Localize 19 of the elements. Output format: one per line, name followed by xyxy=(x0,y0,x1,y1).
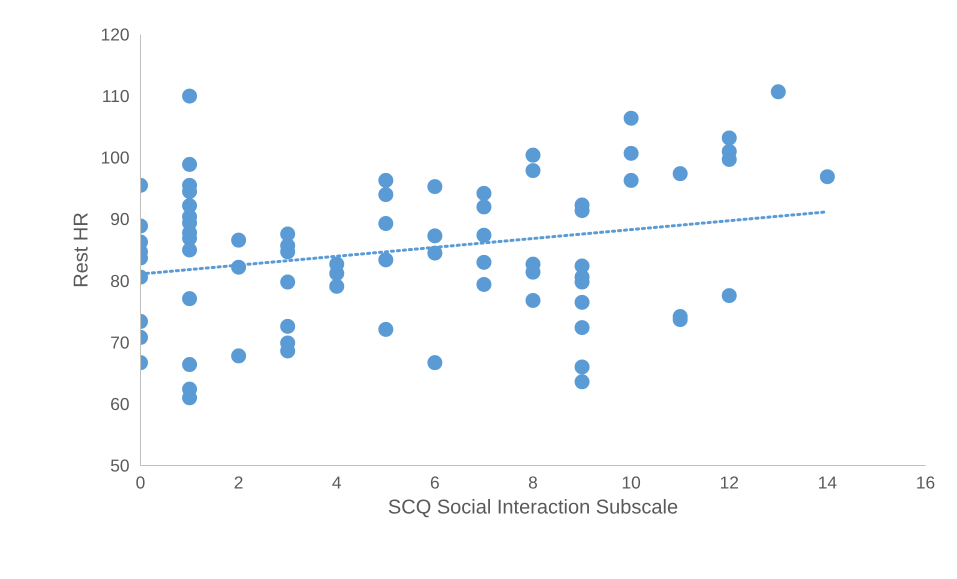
x-tick-label: 14 xyxy=(818,472,838,492)
x-tick-label: 12 xyxy=(720,472,739,492)
x-tick-label: 4 xyxy=(332,472,342,492)
x-tick-label: 0 xyxy=(136,472,146,492)
x-tick-label: 16 xyxy=(916,472,936,492)
y-tick-label: 60 xyxy=(110,394,130,414)
y-axis-title: Rest HR xyxy=(70,212,93,288)
x-tick-label: 6 xyxy=(430,472,440,492)
y-tick-label: 50 xyxy=(110,456,130,476)
y-tick-label: 80 xyxy=(110,270,130,291)
y-tick-label: 70 xyxy=(110,332,130,352)
x-tick-label: 8 xyxy=(528,472,538,492)
y-tick-label: 120 xyxy=(100,24,130,44)
y-tick-label: 100 xyxy=(100,148,130,168)
y-tick-label: 110 xyxy=(102,86,130,106)
x-tick-label: 2 xyxy=(234,472,244,492)
y-tick-label: 90 xyxy=(110,209,130,230)
x-tick-label: 10 xyxy=(621,472,641,492)
x-axis-title: SCQ Social Interaction Subscale xyxy=(388,496,678,518)
